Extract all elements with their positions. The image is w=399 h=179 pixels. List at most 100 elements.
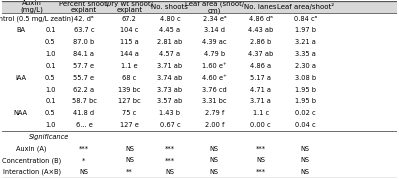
Text: 6... e: 6... e xyxy=(75,122,93,128)
Text: NS: NS xyxy=(301,169,310,175)
Text: Auxin (A): Auxin (A) xyxy=(16,145,47,152)
Text: ***: *** xyxy=(79,146,89,152)
Bar xyxy=(2,13,397,25)
Text: 144 a: 144 a xyxy=(120,51,139,57)
Text: 3.74 ab: 3.74 ab xyxy=(157,75,182,81)
Text: 3.14 d: 3.14 d xyxy=(204,27,225,33)
Text: 57.7 e: 57.7 e xyxy=(73,63,95,69)
Text: 4.80 c: 4.80 c xyxy=(160,16,180,22)
Text: 2.86 b: 2.86 b xyxy=(250,39,271,45)
Text: Control (0.5 mg/L zeatin): Control (0.5 mg/L zeatin) xyxy=(0,15,73,22)
Text: 1.95 b: 1.95 b xyxy=(295,98,316,104)
Text: No. shoots: No. shoots xyxy=(152,4,188,10)
Text: 4.86 a: 4.86 a xyxy=(250,63,271,69)
Text: ***: *** xyxy=(165,146,175,152)
Text: 0.1: 0.1 xyxy=(45,98,55,104)
Text: Leaf area (shoot/
cm): Leaf area (shoot/ cm) xyxy=(185,0,244,14)
Text: 75 c: 75 c xyxy=(122,110,136,116)
Text: 4.86 dᵃ: 4.86 dᵃ xyxy=(249,16,273,22)
Text: NS: NS xyxy=(210,169,219,175)
Text: Dry wt shoot/
explant: Dry wt shoot/ explant xyxy=(106,1,153,13)
Text: 115 a: 115 a xyxy=(120,39,139,45)
Text: 67.2: 67.2 xyxy=(122,16,137,22)
Bar xyxy=(2,48,397,60)
Text: 0.84 cᵃ: 0.84 cᵃ xyxy=(294,16,317,22)
Text: 1.60 e⁺: 1.60 e⁺ xyxy=(202,63,227,69)
Text: 0.5: 0.5 xyxy=(45,39,56,45)
Text: 1.1 c: 1.1 c xyxy=(253,110,269,116)
Text: ***: *** xyxy=(256,169,266,175)
Text: 1.97 b: 1.97 b xyxy=(295,27,316,33)
Text: 42. dᵃ: 42. dᵃ xyxy=(74,16,94,22)
Text: 1.0: 1.0 xyxy=(45,122,55,128)
Text: 5.17 a: 5.17 a xyxy=(250,75,271,81)
Text: 3.31 bc: 3.31 bc xyxy=(202,98,227,104)
Text: No. lanes: No. lanes xyxy=(245,4,277,10)
Text: Leaf area/shoot²: Leaf area/shoot² xyxy=(277,3,334,10)
Bar xyxy=(2,95,397,107)
Text: 4.39 ac: 4.39 ac xyxy=(202,39,227,45)
Text: NS: NS xyxy=(125,157,134,163)
Bar xyxy=(2,1,397,13)
Bar xyxy=(2,72,397,84)
Text: 3.21 a: 3.21 a xyxy=(295,39,316,45)
Bar xyxy=(2,60,397,72)
Text: 3.71 a: 3.71 a xyxy=(250,98,271,104)
Text: Percent shoot/
explant: Percent shoot/ explant xyxy=(59,1,109,13)
Text: NAA: NAA xyxy=(14,110,28,116)
Text: 139 bc: 139 bc xyxy=(118,86,140,93)
Text: BA: BA xyxy=(16,27,25,33)
Text: 87.0 b: 87.0 b xyxy=(73,39,95,45)
Text: 41.8 d: 41.8 d xyxy=(73,110,95,116)
Text: 3.71 ab: 3.71 ab xyxy=(157,63,182,69)
Bar xyxy=(2,131,397,143)
Text: 0.04 c: 0.04 c xyxy=(295,122,316,128)
Text: 4.79 b: 4.79 b xyxy=(204,51,225,57)
Text: 0.02 c: 0.02 c xyxy=(295,110,316,116)
Text: NS: NS xyxy=(301,146,310,152)
Text: 63.7 c: 63.7 c xyxy=(74,27,94,33)
Text: 1.0: 1.0 xyxy=(45,51,55,57)
Text: 2.81 ab: 2.81 ab xyxy=(157,39,182,45)
Text: 84.1 a: 84.1 a xyxy=(73,51,95,57)
Text: **: ** xyxy=(126,169,133,175)
Text: IAA: IAA xyxy=(15,75,26,81)
Text: 2.79 f: 2.79 f xyxy=(205,110,224,116)
Text: *: * xyxy=(82,157,86,163)
Bar xyxy=(2,25,397,36)
Text: Auxin
(mg/L): Auxin (mg/L) xyxy=(20,0,43,13)
Text: 4.57 a: 4.57 a xyxy=(159,51,180,57)
Text: 0.1: 0.1 xyxy=(45,27,55,33)
Text: ***: *** xyxy=(256,146,266,152)
Text: ***: *** xyxy=(165,157,175,163)
Text: 1.43 b: 1.43 b xyxy=(159,110,180,116)
Text: 4.71 a: 4.71 a xyxy=(250,86,271,93)
Text: 2.34 eᵃ: 2.34 eᵃ xyxy=(203,16,226,22)
Text: 0.5: 0.5 xyxy=(45,110,56,116)
Text: 4.45 a: 4.45 a xyxy=(159,27,180,33)
Text: 4.37 ab: 4.37 ab xyxy=(248,51,273,57)
Text: NS: NS xyxy=(165,169,174,175)
Text: 0.5: 0.5 xyxy=(45,75,56,81)
Text: 2.30 a: 2.30 a xyxy=(295,63,316,69)
Text: NS: NS xyxy=(256,157,265,163)
Text: 2.00 f: 2.00 f xyxy=(205,122,224,128)
Bar xyxy=(2,36,397,48)
Text: 4.60 e⁺: 4.60 e⁺ xyxy=(202,75,227,81)
Text: NS: NS xyxy=(210,157,219,163)
Text: 3.73 ab: 3.73 ab xyxy=(157,86,182,93)
Text: NS: NS xyxy=(125,146,134,152)
Text: NS: NS xyxy=(79,169,89,175)
Bar xyxy=(2,84,397,95)
Text: 3.35 a: 3.35 a xyxy=(295,51,316,57)
Text: 62.2 a: 62.2 a xyxy=(73,86,95,93)
Text: 3.57 ab: 3.57 ab xyxy=(157,98,182,104)
Text: 55.7 e: 55.7 e xyxy=(73,75,95,81)
Text: 0.00 c: 0.00 c xyxy=(251,122,271,128)
Text: Interaction (A×B): Interaction (A×B) xyxy=(2,169,61,175)
Text: 0.67 c: 0.67 c xyxy=(160,122,180,128)
Text: 0.1: 0.1 xyxy=(45,63,55,69)
Text: 1.1 e: 1.1 e xyxy=(121,63,138,69)
Bar xyxy=(2,166,397,178)
Text: 1.0: 1.0 xyxy=(45,86,55,93)
